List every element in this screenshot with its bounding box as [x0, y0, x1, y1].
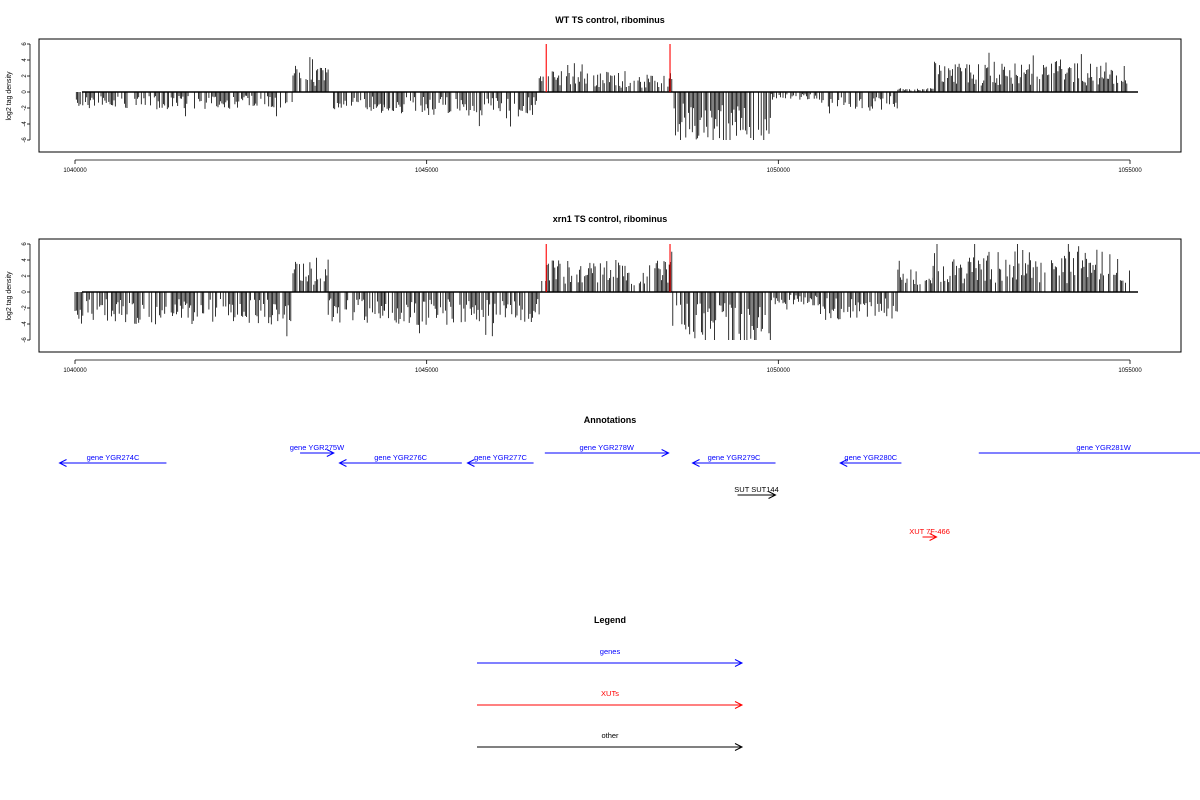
- legend-item: XUTs: [477, 689, 744, 709]
- feature-arrows: gene YGR274C gene YGR275W gene YGR276C gene…: [58, 443, 1200, 541]
- legend-label: genes: [600, 647, 621, 656]
- y-tick-label: 2: [22, 274, 28, 278]
- feature: gene YGR279C: [691, 453, 776, 467]
- feature-arrow-head: [661, 449, 670, 457]
- x-tick-label: 1050000: [767, 368, 791, 374]
- y-tick-label: -6: [22, 337, 28, 343]
- wt-density-panel: WT TS control, ribominus log2 tag densit…: [6, 15, 1182, 174]
- y-tick-label: -6: [22, 137, 28, 143]
- feature-label: gene YGR278W: [579, 443, 634, 452]
- legend: Legend genes XUTs other: [477, 615, 744, 751]
- xrn1-density-panel: xrn1 TS control, ribominus log2 tag dens…: [6, 214, 1182, 374]
- panel-title: xrn1 TS control, ribominus: [553, 214, 668, 224]
- feature-arrow-head: [466, 459, 475, 467]
- y-tick-label: 4: [22, 58, 28, 62]
- plot-frame: [38, 238, 1182, 353]
- feature-label: gene YGR280C: [844, 453, 897, 462]
- y-tick-label: 2: [22, 74, 28, 78]
- highlight-markers: [545, 44, 671, 92]
- feature: gene YGR277C: [466, 453, 534, 467]
- y-tick-label: 6: [22, 42, 28, 46]
- annotations-title: Annotations: [584, 415, 637, 425]
- density-bars: [75, 52, 1128, 140]
- x-tick-label: 1045000: [415, 168, 439, 174]
- y-axis: 6 4 2 0 -2 -4 -6: [22, 242, 31, 343]
- feature: gene YGR276C: [338, 453, 462, 467]
- feature-arrow-head: [839, 459, 848, 467]
- feature-label: gene YGR276C: [374, 453, 427, 462]
- y-tick-label: 4: [22, 258, 28, 262]
- x-tick-label: 1050000: [767, 168, 791, 174]
- y-axis-label: log2 tag density: [6, 271, 13, 321]
- legend-item: other: [477, 731, 744, 751]
- feature-label: gene YGR274C: [87, 453, 140, 462]
- y-axis-label: log2 tag density: [6, 71, 13, 121]
- x-axis: 1040000 1045000 1050000 1055000: [63, 159, 1142, 174]
- feature: gene YGR274C: [58, 453, 167, 467]
- feature-label: gene YGR275W: [290, 443, 345, 452]
- feature-arrow-head: [691, 459, 700, 467]
- y-tick-label: -2: [22, 305, 28, 311]
- y-tick-label: 0: [22, 290, 28, 294]
- feature: gene YGR278W: [544, 443, 670, 457]
- legend-arrow-head: [734, 659, 744, 667]
- feature: gene YGR275W: [290, 443, 345, 457]
- x-tick-label: 1040000: [63, 368, 87, 374]
- legend-arrow-head: [734, 743, 744, 751]
- feature-label: gene YGR281W: [1076, 443, 1131, 452]
- x-tick-label: 1055000: [1118, 368, 1142, 374]
- legend-label: other: [601, 731, 619, 740]
- legend-items: genes XUTs other: [477, 647, 744, 751]
- x-axis: 1040000 1045000 1050000 1055000: [63, 359, 1142, 374]
- y-tick-label: 6: [22, 242, 28, 246]
- legend-title: Legend: [594, 615, 626, 625]
- feature-arrow-head: [58, 459, 67, 467]
- y-tick-label: -4: [22, 121, 28, 127]
- y-tick-label: 0: [22, 90, 28, 94]
- feature-label: SUT SUT144: [734, 485, 778, 494]
- legend-arrow-head: [734, 701, 744, 709]
- feature-label: gene YGR279C: [708, 453, 761, 462]
- feature: gene YGR281W: [978, 443, 1200, 454]
- feature: SUT SUT144: [734, 485, 779, 499]
- x-tick-label: 1055000: [1118, 168, 1142, 174]
- feature: gene YGR280C: [839, 453, 902, 467]
- x-tick-label: 1045000: [415, 368, 439, 374]
- feature-arrow-head: [768, 491, 777, 499]
- plot-frame: [38, 38, 1182, 153]
- feature-label: gene YGR277C: [474, 453, 527, 462]
- y-tick-label: -2: [22, 105, 28, 111]
- feature-arrow-head: [326, 449, 335, 457]
- y-axis: 6 4 2 0 -2 -4 -6: [22, 42, 31, 143]
- legend-item: genes: [477, 647, 744, 667]
- x-tick-label: 1040000: [63, 168, 87, 174]
- feature: XUT 7F-466: [909, 527, 950, 541]
- panel-title: WT TS control, ribominus: [555, 15, 665, 25]
- feature-label: XUT 7F-466: [909, 527, 950, 536]
- highlight-markers: [545, 244, 671, 292]
- y-tick-label: -4: [22, 321, 28, 327]
- legend-label: XUTs: [601, 689, 619, 698]
- feature-arrow-head: [338, 459, 347, 467]
- feature-arrow-head: [929, 533, 938, 541]
- density-bars: [74, 244, 1130, 340]
